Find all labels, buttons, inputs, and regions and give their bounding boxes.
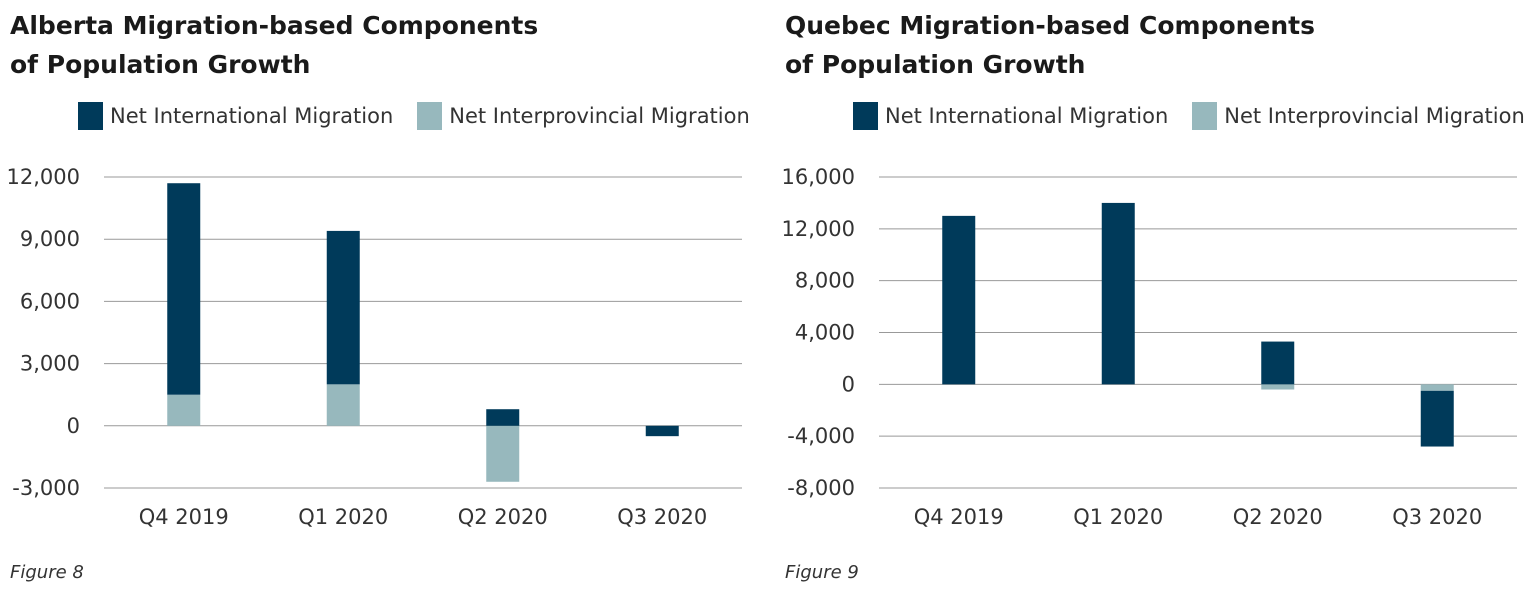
- legend-item-international: Net International Migration: [853, 102, 1168, 130]
- y-tick-label: 9,000: [20, 227, 80, 251]
- x-tick-label: Q3 2020: [617, 505, 707, 529]
- chart-legend: Net International Migration Net Interpro…: [78, 100, 774, 132]
- figure-caption: Figure 8: [10, 562, 84, 583]
- y-tick-label: 0: [67, 414, 80, 438]
- legend-label-interprovincial: Net Interprovincial Migration: [1224, 104, 1525, 128]
- figure-caption: Figure 9: [785, 562, 859, 583]
- bar-net-interprovincial-migration: [326, 384, 360, 426]
- x-tick-label: Q1 2020: [1073, 505, 1163, 529]
- x-tick-label: Q4 2019: [139, 505, 229, 529]
- quebec-plot-area: 16,000 12,000 8,000 4,000 0 -4,000 -8,000 Q4 20…: [782, 165, 1517, 529]
- legend-swatch-interprovincial: [1192, 102, 1218, 130]
- chart-title: Quebec Migration-based Components of Pop…: [785, 11, 1316, 79]
- x-tick-label: Q3 2020: [1392, 505, 1482, 529]
- y-tick-label: 0: [842, 372, 855, 396]
- y-tick-label: 3,000: [20, 352, 80, 376]
- x-tick-label: Q2 2020: [458, 505, 548, 529]
- legend-swatch-international: [853, 102, 878, 130]
- y-tick-label: 6,000: [20, 289, 80, 313]
- legend-label-international: Net International Migration: [110, 104, 394, 128]
- quebec-chart-panel: Quebec Migration-based Components of Pop…: [775, 0, 1535, 604]
- alberta-plot-area: 12,000 9,000 6,000 3,000 0 -3,000 Q4 2019 Q1 20…: [7, 165, 742, 529]
- bar-net-interprovincial-migration: [486, 425, 520, 482]
- bar-net-international-migration: [1261, 341, 1295, 385]
- x-tick-label: Q2 2020: [1233, 505, 1323, 529]
- bar-net-interprovincial-migration: [167, 394, 201, 426]
- bar-net-international-migration: [1101, 202, 1135, 385]
- legend-item-interprovincial: Net Interprovincial Migration: [417, 102, 750, 130]
- x-tick-label: Q4 2019: [914, 505, 1004, 529]
- bar-net-international-migration: [942, 215, 976, 385]
- chart-legend: Net International Migration Net Interpro…: [853, 100, 1539, 132]
- legend-swatch-international: [78, 102, 103, 130]
- alberta-chart-panel: Alberta Migration-based Components of Po…: [0, 0, 760, 604]
- bar-net-interprovincial-migration: [1420, 384, 1454, 391]
- y-tick-label: 16,000: [782, 165, 855, 189]
- y-tick-label: 4,000: [795, 321, 855, 345]
- legend-swatch-interprovincial: [417, 102, 443, 130]
- bar-net-international-migration: [486, 409, 520, 426]
- bar-net-international-migration: [167, 183, 201, 395]
- legend-item-interprovincial: Net Interprovincial Migration: [1192, 102, 1525, 130]
- y-tick-label: 12,000: [7, 165, 80, 189]
- y-tick-label: 12,000: [782, 217, 855, 241]
- bar-net-international-migration: [645, 425, 679, 437]
- legend-label-international: Net International Migration: [885, 104, 1169, 128]
- y-tick-label: -3,000: [12, 476, 80, 500]
- legend-item-international: Net International Migration: [78, 102, 393, 130]
- y-tick-label: -8,000: [787, 476, 855, 500]
- x-tick-label: Q1 2020: [298, 505, 388, 529]
- bar-net-interprovincial-migration: [1261, 384, 1295, 390]
- y-tick-label: 8,000: [795, 269, 855, 293]
- legend-label-interprovincial: Net Interprovincial Migration: [449, 104, 750, 128]
- bar-net-international-migration: [326, 230, 360, 385]
- bar-net-international-migration: [1420, 390, 1454, 447]
- chart-title: Alberta Migration-based Components of Po…: [10, 11, 539, 79]
- y-tick-label: -4,000: [787, 424, 855, 448]
